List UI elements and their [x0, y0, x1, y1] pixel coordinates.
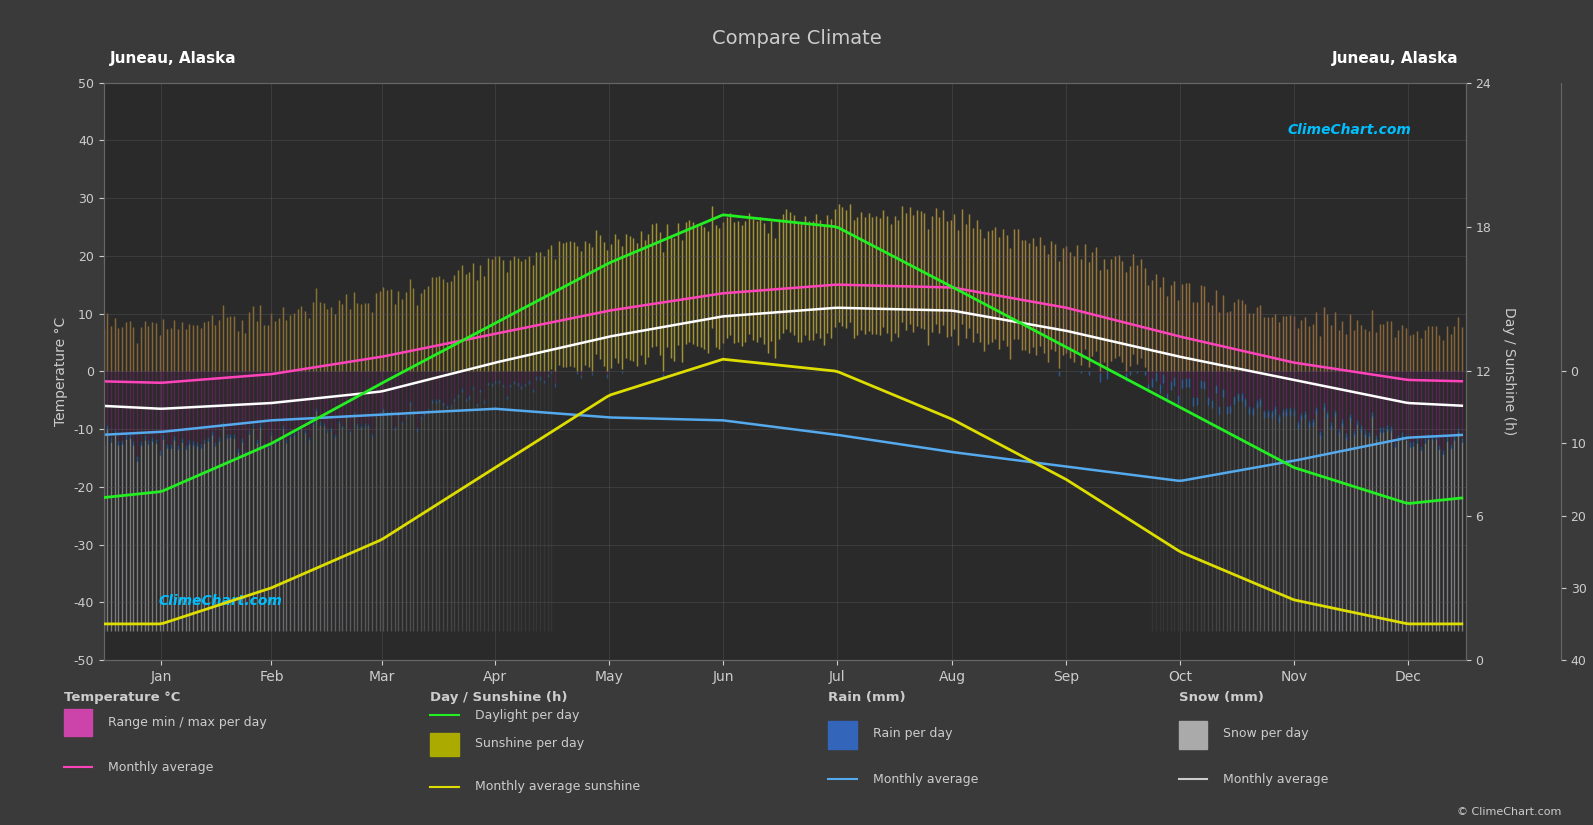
Text: Monthly average sunshine: Monthly average sunshine	[475, 780, 640, 794]
Text: ClimeChart.com: ClimeChart.com	[158, 594, 282, 608]
Text: Range min / max per day: Range min / max per day	[108, 716, 268, 729]
Text: Juneau, Alaska: Juneau, Alaska	[110, 51, 237, 66]
Text: Monthly average: Monthly average	[873, 773, 978, 785]
Text: Compare Climate: Compare Climate	[712, 29, 881, 48]
Text: Juneau, Alaska: Juneau, Alaska	[1332, 51, 1459, 66]
Y-axis label: Temperature °C: Temperature °C	[54, 317, 68, 426]
Text: Rain (mm): Rain (mm)	[828, 691, 906, 704]
Bar	[64, 709, 92, 737]
Text: Monthly average: Monthly average	[108, 761, 213, 774]
Text: Rain per day: Rain per day	[873, 727, 953, 740]
Text: Daylight per day: Daylight per day	[475, 709, 580, 722]
Text: © ClimeChart.com: © ClimeChart.com	[1456, 807, 1561, 817]
Bar	[430, 733, 459, 757]
Text: ClimeChart.com: ClimeChart.com	[1287, 123, 1411, 137]
Y-axis label: Day / Sunshine (h): Day / Sunshine (h)	[1502, 307, 1517, 436]
Bar	[828, 721, 857, 749]
Text: Day / Sunshine (h): Day / Sunshine (h)	[430, 691, 567, 704]
Text: Snow per day: Snow per day	[1223, 727, 1309, 740]
Bar	[1179, 721, 1207, 749]
Text: Sunshine per day: Sunshine per day	[475, 737, 585, 750]
Text: Monthly average: Monthly average	[1223, 773, 1329, 785]
Text: Snow (mm): Snow (mm)	[1179, 691, 1263, 704]
Text: Temperature °C: Temperature °C	[64, 691, 180, 704]
